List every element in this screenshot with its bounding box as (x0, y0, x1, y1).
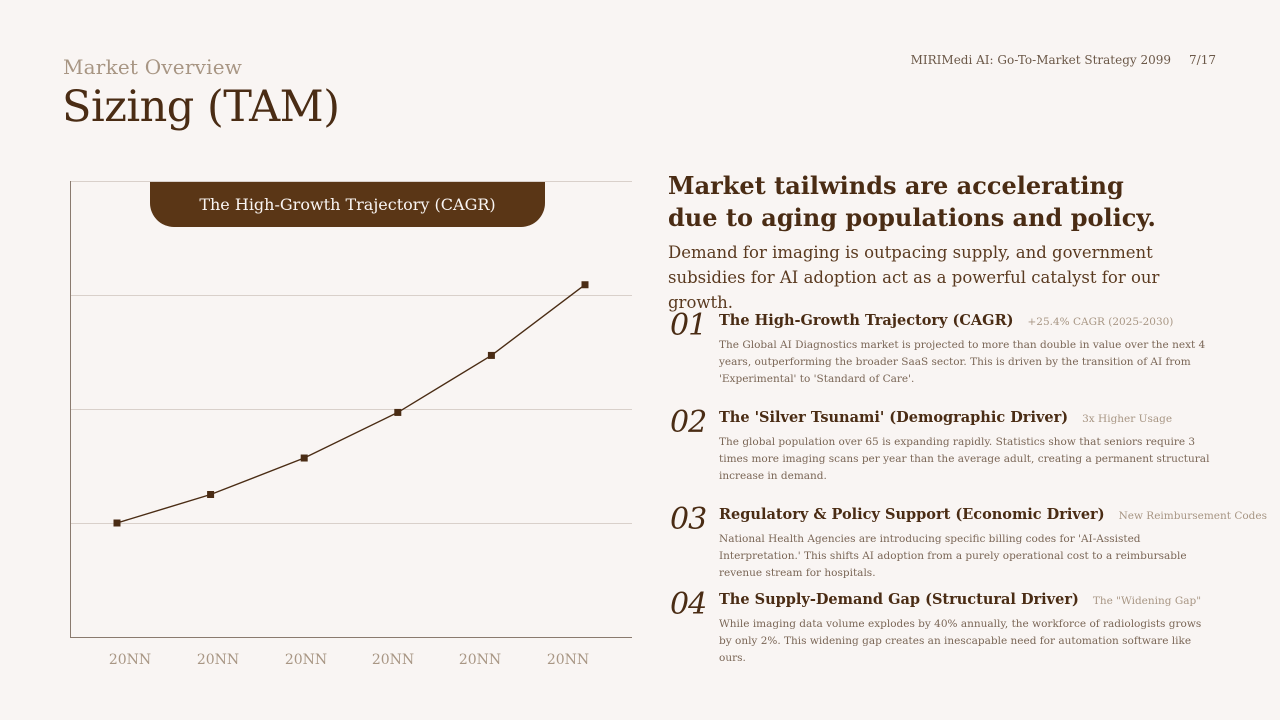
x-tick-label: 20NN (547, 652, 589, 668)
x-tick-label: 20NN (459, 652, 501, 668)
data-point (113, 519, 121, 527)
series-line (116, 284, 586, 524)
driver-number: 02 (670, 405, 707, 440)
x-tick-label: 20NN (372, 652, 414, 668)
driver-heading: Regulatory & Policy Support (Economic Dr… (719, 506, 1267, 523)
driver-description: The Global AI Diagnostics market is proj… (719, 339, 1206, 385)
deck-header: MIRIMedi AI: Go-To-Market Strategy 2099 … (911, 53, 1216, 67)
summary-subhead: Demand for imaging is outpacing supply, … (668, 243, 1160, 312)
driver-heading: The 'Silver Tsunami' (Demographic Driver… (719, 409, 1172, 426)
driver-description: While imaging data volume explodes by 40… (719, 618, 1202, 664)
x-tick-label: 20NN (285, 652, 327, 668)
data-point (487, 351, 495, 359)
driver-title: The Supply-Demand Gap (Structural Driver… (719, 591, 1079, 608)
driver-tag: +25.4% CAGR (2025-2030) (1027, 316, 1174, 328)
headline-line-2: due to aging populations and policy. (668, 203, 1156, 232)
driver-tag: The "Widening Gap" (1092, 595, 1202, 607)
x-tick-label: 20NN (109, 652, 151, 668)
x-tick-label: 20NN (197, 652, 239, 668)
deck-title: MIRIMedi AI: Go-To-Market Strategy 2099 (910, 53, 1172, 67)
driver-description: National Health Agencies are introducing… (719, 533, 1187, 579)
headline-line-1: Market tailwinds are accelerating (668, 171, 1124, 200)
data-point (581, 281, 589, 289)
chart-series (113, 281, 589, 527)
chart-grid (70, 181, 632, 524)
driver-tag: 3x Higher Usage (1082, 413, 1173, 425)
data-point (207, 491, 215, 498)
driver-title: Regulatory & Policy Support (Economic Dr… (719, 506, 1105, 523)
driver-heading: The Supply-Demand Gap (Structural Driver… (719, 591, 1201, 608)
data-point (300, 454, 308, 462)
driver-number: 03 (670, 502, 707, 537)
driver-number: 04 (670, 587, 707, 622)
driver-title: The 'Silver Tsunami' (Demographic Driver… (719, 409, 1069, 426)
data-point (394, 408, 402, 416)
summary-headline: Market tailwinds are accelerating due to… (668, 170, 1228, 234)
chart-x-ticks: 20NN 20NN 20NN 20NN 20NN 20NN (109, 652, 589, 668)
driver-description: The global population over 65 is expandi… (719, 436, 1210, 482)
driver-title: The High-Growth Trajectory (CAGR) (719, 312, 1014, 329)
page-title: Sizing (TAM) (62, 82, 340, 132)
section-eyebrow: Market Overview (63, 55, 243, 79)
driver-number: 01 (670, 308, 707, 343)
driver-heading: The High-Growth Trajectory (CAGR) +25.4%… (719, 312, 1173, 329)
page-number: 7/17 (1189, 53, 1216, 67)
chart-title: The High-Growth Trajectory (CAGR) (150, 182, 545, 227)
driver-tag: New Reimbursement Codes (1118, 510, 1267, 522)
